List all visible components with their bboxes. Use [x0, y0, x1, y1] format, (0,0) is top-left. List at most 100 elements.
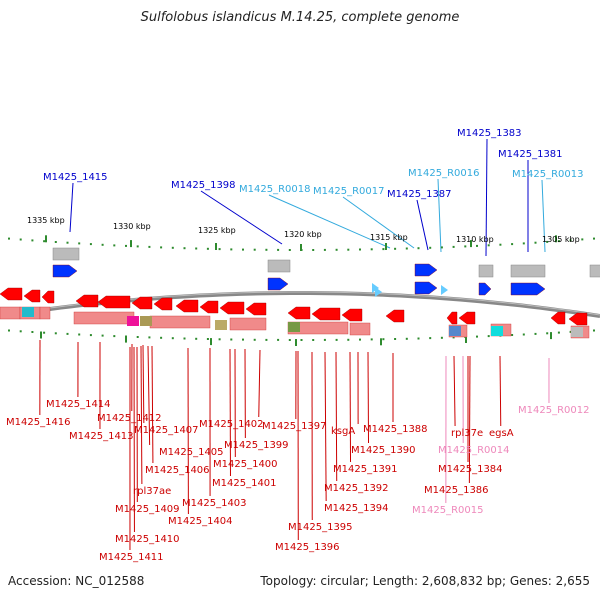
tick-minor	[265, 248, 268, 251]
tick-minor	[476, 335, 478, 338]
tick-minor	[405, 337, 408, 340]
tick-minor	[113, 244, 116, 247]
tick-minor	[54, 332, 57, 335]
leader-line	[349, 351, 352, 463]
gene-label: M1425_1412	[97, 413, 162, 424]
tick-minor	[499, 243, 502, 246]
tick-minor	[288, 339, 291, 341]
tick-minor	[429, 337, 432, 340]
gene-label: M1425_1391	[333, 464, 398, 475]
tick-major	[555, 235, 557, 243]
tick-minor	[242, 338, 244, 341]
tick-minor	[593, 329, 595, 332]
gene-label: M1425_1407	[134, 425, 199, 436]
tick-minor	[195, 337, 198, 340]
tick-major	[470, 240, 472, 248]
feature-box	[267, 259, 291, 273]
tick-minor	[417, 247, 420, 250]
gene-label: M1425_1405	[159, 447, 224, 458]
tick-minor	[382, 338, 385, 341]
tick-minor	[89, 334, 92, 337]
tick-major	[385, 243, 387, 250]
tick-minor	[347, 338, 350, 341]
tick-major	[550, 332, 552, 340]
forward-gene-arrow	[478, 282, 492, 296]
gene-label: M1425_1394	[324, 503, 389, 514]
reverse-gene-arrow	[0, 287, 23, 301]
gene-label: M1425_R0014	[438, 445, 509, 456]
gene-label: M1425_1390	[351, 445, 416, 456]
tick-minor	[464, 245, 467, 248]
tick-major	[210, 338, 212, 346]
tick-minor	[347, 248, 350, 251]
tick-minor	[66, 241, 69, 244]
tick-minor	[43, 331, 46, 334]
reverse-gene-arrow	[175, 299, 199, 313]
gene-label: M1425_1381	[498, 149, 563, 160]
gene-label: M1425_1411	[99, 552, 164, 563]
leader-line	[453, 355, 456, 427]
leader-lines	[39, 138, 550, 551]
gene-label: M1425_1399	[224, 440, 289, 451]
leader-line	[335, 351, 338, 482]
leader-line	[485, 138, 488, 257]
tick-minor	[323, 248, 326, 251]
tick-minor	[113, 335, 116, 338]
forward-gene-arrow	[510, 282, 546, 296]
feature-box-accent	[22, 307, 34, 317]
feature-box	[73, 311, 135, 325]
gene-label: M1425_1409	[115, 504, 180, 515]
tick-minor	[429, 246, 432, 249]
gene-label: M1425_1398	[171, 180, 236, 191]
tick-minor	[206, 247, 209, 250]
tick-minor	[312, 249, 315, 251]
tick-minor	[569, 330, 572, 333]
gene-label: M1425_R0012	[518, 405, 589, 416]
tick-minor	[335, 248, 338, 251]
tick-major	[380, 338, 382, 346]
leader-line	[151, 345, 154, 464]
tick-minor	[546, 240, 549, 243]
gene-label: M1425_1396	[275, 542, 340, 553]
feature-box	[589, 264, 600, 278]
gene-label: M1425_R0015	[412, 505, 483, 516]
reverse-gene-arrow	[153, 297, 173, 311]
scale-ticks: 1335 kbp 1330 kbp 1325 kbp 1320 kbp 1315 kbp…	[8, 216, 595, 346]
tick-minor	[511, 243, 514, 246]
reverse-gene-arrow	[287, 306, 311, 320]
tick-minor	[522, 333, 525, 336]
reverse-gene-arrow	[341, 308, 363, 322]
tick-minor	[101, 334, 104, 337]
leader-line	[468, 355, 471, 484]
tick-minor	[218, 248, 221, 251]
tick-minor	[394, 247, 397, 250]
leader-line	[268, 194, 391, 249]
trna-arrow	[375, 287, 382, 297]
gene-label: M1425_1397	[262, 421, 327, 432]
tick-minor	[534, 332, 537, 335]
scale-tick-label: 1325 kbp	[198, 226, 236, 235]
scale-tick-label: 1320 kbp	[284, 230, 322, 239]
feature-box	[229, 317, 267, 331]
feature-box	[149, 315, 211, 329]
tick-minor	[593, 237, 595, 240]
reverse-gene-arrow	[446, 311, 458, 325]
tick-minor	[277, 338, 280, 341]
tick-minor	[171, 337, 174, 340]
scale-tick-label: 1330 kbp	[113, 222, 151, 231]
tick-minor	[277, 248, 280, 251]
tick-minor	[335, 338, 338, 341]
tick-minor	[78, 242, 81, 245]
leader-line	[140, 345, 143, 485]
tick-minor	[66, 332, 69, 335]
tick-minor	[487, 335, 490, 338]
forward-gene-arrow	[267, 277, 289, 291]
feature-box-accent	[215, 320, 227, 330]
tick-minor	[359, 338, 361, 341]
tick-minor	[78, 333, 81, 336]
feature-box	[52, 247, 80, 261]
tick-minor	[534, 241, 537, 244]
accession-text: Accession: NC_012588	[8, 574, 145, 588]
feature-box	[39, 306, 51, 320]
